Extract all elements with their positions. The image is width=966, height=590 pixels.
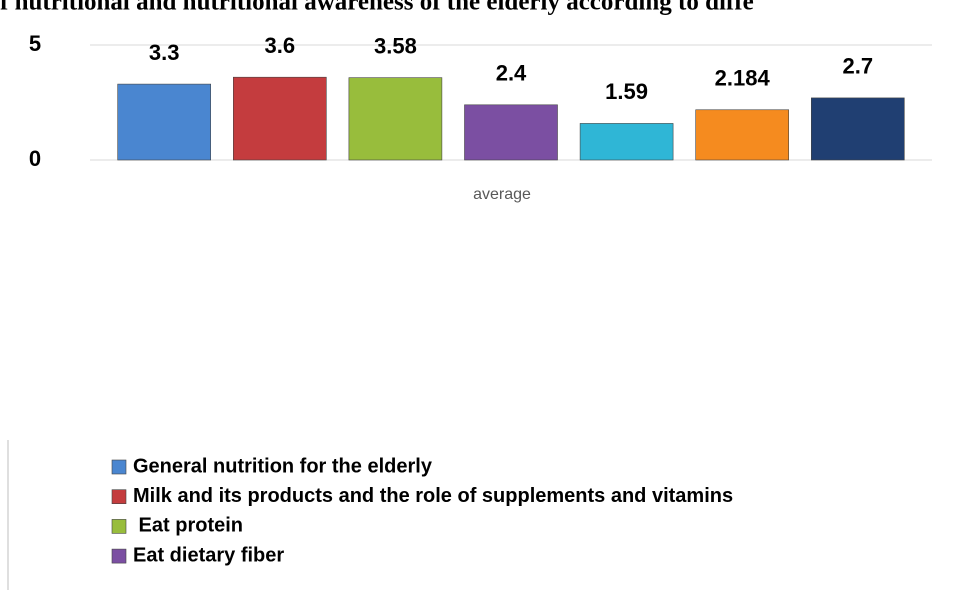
legend-label: Eat dietary fiber [133, 544, 284, 566]
legend-swatch [111, 548, 127, 564]
bar [117, 83, 211, 161]
legend-label: General nutrition for the elderly [133, 455, 433, 477]
bar [464, 104, 558, 161]
bar [579, 123, 674, 161]
chart-title: f nutritional and nutritional awareness … [0, 0, 754, 16]
bar [233, 76, 327, 161]
y-tick-label: 5 [29, 31, 41, 56]
bar [810, 97, 905, 161]
legend-swatch [111, 489, 127, 505]
value-label: 2.184 [715, 66, 771, 91]
legend-label: Eat protein [133, 515, 243, 537]
value-label: 2.7 [843, 54, 874, 79]
value-label: 2.4 [496, 61, 527, 86]
value-label: 3.6 [265, 33, 296, 58]
legend-swatch [111, 519, 127, 534]
value-label: 3.3 [149, 40, 180, 65]
value-label: 3.58 [374, 33, 417, 58]
x-tick-label: average [473, 186, 531, 203]
bar [348, 77, 443, 161]
bar [695, 109, 790, 161]
legend-label: Milk and its products and the role of su… [133, 485, 733, 507]
value-label: 1.59 [605, 79, 648, 104]
y-tick-label: 0 [29, 146, 41, 171]
legend-swatch [111, 459, 127, 475]
